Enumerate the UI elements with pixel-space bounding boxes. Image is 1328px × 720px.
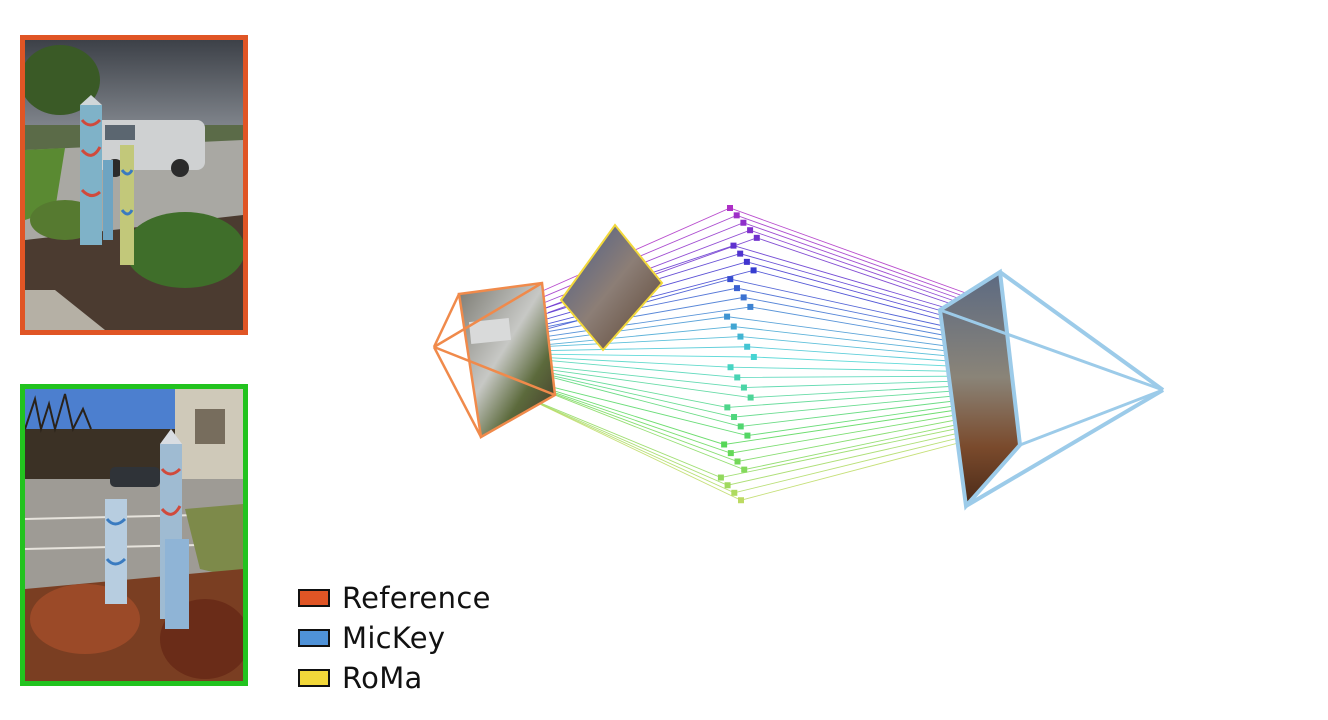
- correspondence-line: [534, 353, 993, 369]
- reference-camera-frustum: [432, 281, 557, 439]
- reference-image-thumbnail: [20, 35, 248, 335]
- triangulated-point: [724, 482, 731, 489]
- correspondence-line: [534, 369, 996, 408]
- triangulated-point: [733, 212, 740, 219]
- legend-item-roma: RoMa: [298, 658, 491, 698]
- triangulated-point: [727, 276, 734, 283]
- triangulated-point: [741, 466, 748, 473]
- triangulated-point: [744, 432, 751, 439]
- correspondence-line: [547, 360, 994, 378]
- triangulated-point: [734, 458, 741, 465]
- triangulated-point: [750, 353, 757, 360]
- triangulated-point: [747, 303, 754, 310]
- legend: Reference MicKey RoMa: [298, 578, 491, 698]
- triangulated-point: [740, 294, 747, 301]
- triangulated-point: [731, 489, 738, 496]
- triangulated-point: [717, 474, 724, 481]
- triangulated-point: [727, 364, 734, 371]
- triangulated-point: [753, 234, 760, 241]
- correspondence-points: [717, 205, 760, 504]
- triangulated-point: [738, 497, 744, 504]
- legend-swatch-reference: [298, 589, 330, 607]
- legend-item-reference: Reference: [298, 578, 491, 618]
- triangulated-point: [734, 374, 741, 381]
- triangulated-point: [724, 404, 731, 411]
- roma-camera-frustum: [559, 223, 664, 352]
- triangulated-point: [733, 285, 740, 292]
- triangulated-point: [743, 258, 750, 265]
- legend-item-mickey: MicKey: [298, 618, 491, 658]
- legend-label-roma: RoMa: [342, 660, 423, 695]
- legend-swatch-roma: [298, 669, 330, 687]
- triangulated-point: [740, 384, 747, 391]
- triangulated-point: [750, 267, 757, 274]
- triangulated-point: [730, 242, 737, 249]
- triangulated-point: [737, 423, 744, 430]
- correspondence-line: [541, 372, 996, 418]
- triangulated-point: [731, 414, 738, 421]
- legend-label-mickey: MicKey: [342, 620, 446, 655]
- triangulated-point: [730, 323, 737, 330]
- triangulated-point: [721, 441, 728, 448]
- correspondence-lines: [521, 207, 1001, 501]
- triangulated-point: [744, 343, 751, 350]
- legend-label-reference: Reference: [342, 580, 491, 615]
- correspondence-line: [521, 395, 999, 479]
- triangulated-point: [727, 205, 733, 211]
- triangulated-point: [747, 227, 754, 234]
- triangulated-point: [740, 219, 747, 226]
- mickey-camera-frustum: [937, 268, 1165, 511]
- legend-swatch-mickey: [298, 629, 330, 647]
- triangulated-point: [747, 394, 754, 401]
- correspondence-line: [528, 346, 993, 365]
- correspondence-line: [534, 385, 998, 454]
- query-image-thumbnail: [20, 384, 248, 686]
- triangulated-point: [727, 450, 734, 457]
- correspondence-line: [528, 398, 1000, 486]
- triangulated-point: [737, 333, 744, 340]
- triangulated-point: [724, 313, 731, 320]
- triangulated-point: [737, 250, 744, 257]
